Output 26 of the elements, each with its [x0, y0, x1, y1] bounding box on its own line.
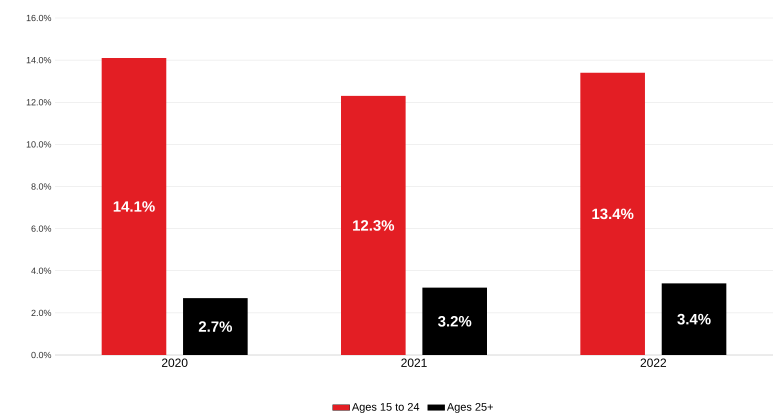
- y-tick-label: 6.0%: [31, 225, 52, 232]
- data-label: 3.2%: [438, 316, 472, 327]
- y-tick-label: 8.0%: [31, 183, 52, 190]
- legend-label: Ages 15 to 24: [352, 403, 420, 413]
- bar: [102, 58, 166, 355]
- data-label: 14.1%: [114, 201, 155, 212]
- y-tick-label: 12.0%: [26, 99, 52, 106]
- x-tick-label: 2021: [401, 358, 427, 367]
- bar: [183, 298, 248, 355]
- y-tick-label: 0.0%: [31, 352, 52, 358]
- data-label: 3.4%: [677, 314, 711, 324]
- data-label: 13.4%: [592, 208, 634, 220]
- bar: [422, 288, 487, 355]
- bar: [341, 96, 406, 355]
- legend-label: Ages 25+: [446, 403, 493, 413]
- data-label: 12.3%: [353, 220, 394, 231]
- x-tick-label: 2020: [162, 358, 188, 367]
- y-tick-label: 16.0%: [26, 14, 52, 22]
- y-tick-label: 2.0%: [31, 310, 52, 316]
- bar: [662, 283, 726, 355]
- y-tick-label: 14.0%: [26, 56, 52, 64]
- bar: [580, 72, 645, 355]
- y-tick-label: 10.0%: [26, 141, 52, 148]
- y-tick-label: 4.0%: [31, 268, 52, 274]
- x-tick-label: 2022: [640, 358, 666, 367]
- data-label: 2.7%: [198, 321, 232, 332]
